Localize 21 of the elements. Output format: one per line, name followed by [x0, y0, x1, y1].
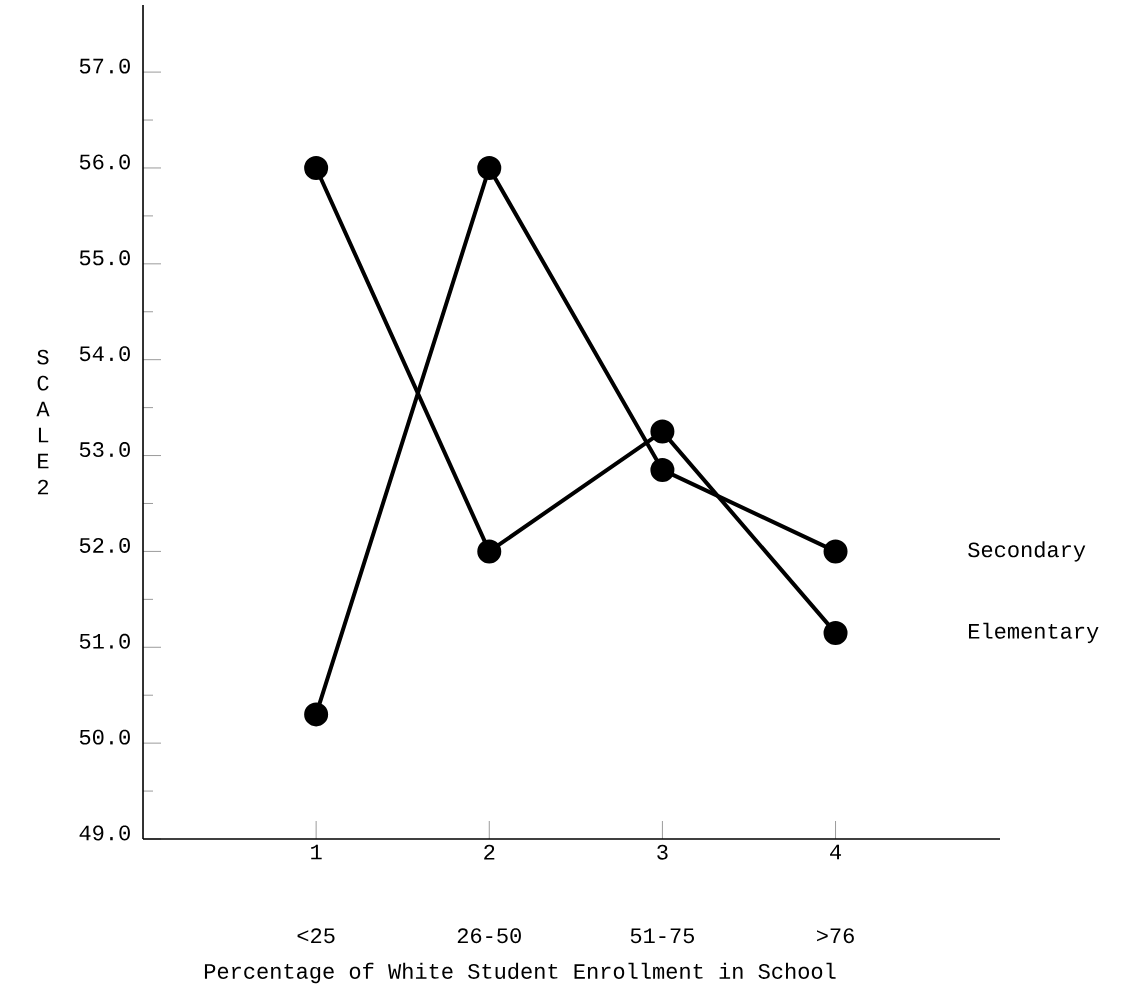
text: Secondary	[968, 541, 1086, 562]
text: 26-50	[457, 928, 521, 944]
x-tick-label: 1	[311, 844, 322, 860]
y-tick-label: 55.0	[79, 250, 130, 266]
y-tick-label: 50.0	[79, 729, 130, 745]
y-tick-label: 53.0	[79, 442, 130, 458]
x-tick-label: 4	[830, 844, 842, 860]
text: 51-75	[630, 928, 694, 944]
x-tick-label: 3	[657, 844, 668, 860]
x-tick-label: 2	[484, 844, 495, 860]
y-tick-label: 57.0	[79, 58, 130, 74]
y-tick-label: 52.0	[79, 537, 130, 553]
y-tick-label: 54.0	[79, 346, 130, 362]
text: <25	[297, 928, 335, 944]
y-tick-label: 56.0	[79, 154, 130, 170]
y-tick-label: 51.0	[79, 633, 130, 649]
x-axis-title: Percentage of White Student Enrollment in School	[204, 962, 836, 984]
text: Elementary	[969, 622, 1099, 644]
text: >76	[816, 928, 854, 944]
y-axis-title: S C A L E 2	[36, 349, 50, 495]
y-tick-label: 49.0	[79, 825, 130, 841]
